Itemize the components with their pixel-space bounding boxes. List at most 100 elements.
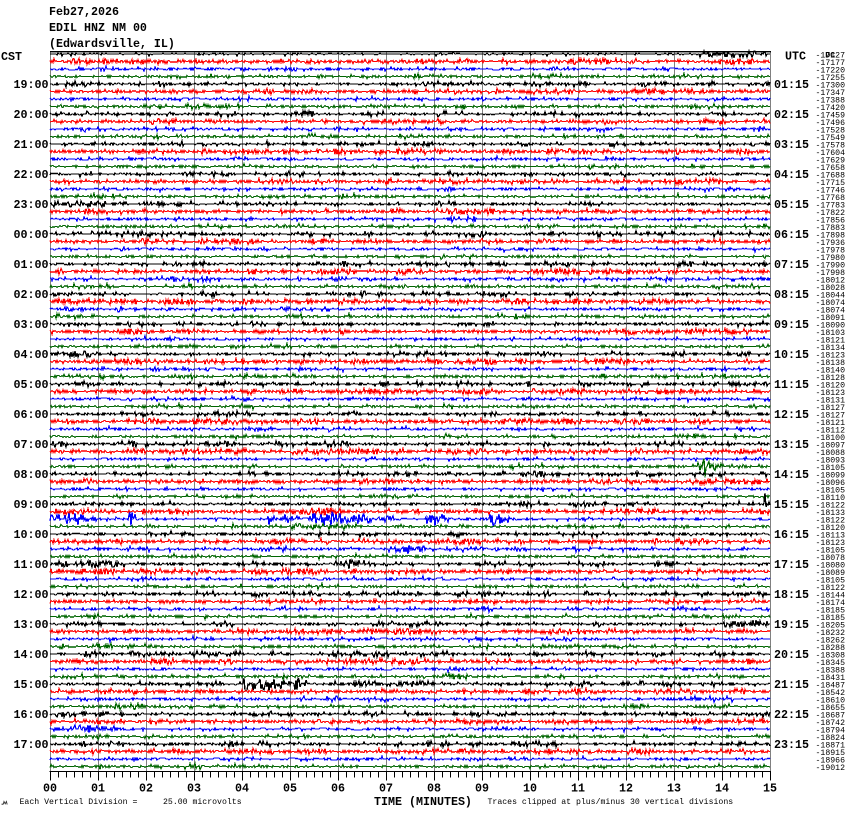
svg-text:-17978: -17978	[816, 246, 846, 255]
svg-text:01:15: 01:15	[774, 78, 809, 92]
svg-text:-18966: -18966	[816, 756, 846, 765]
svg-text:11: 11	[571, 782, 585, 796]
svg-text:-18105: -18105	[816, 546, 846, 555]
svg-text:-19012: -19012	[816, 764, 846, 773]
svg-text:08:00: 08:00	[14, 468, 49, 482]
svg-text:-17980: -17980	[816, 254, 846, 263]
svg-text:-18120: -18120	[816, 524, 846, 533]
svg-text:13: 13	[667, 782, 681, 796]
svg-text:-18091: -18091	[816, 314, 846, 323]
svg-text:-18133: -18133	[816, 509, 846, 518]
svg-text:-18345: -18345	[816, 659, 846, 668]
svg-text:-18431: -18431	[816, 674, 846, 683]
svg-text:16:15: 16:15	[774, 528, 809, 542]
svg-text:-18542: -18542	[816, 689, 846, 698]
svg-text:-18185: -18185	[816, 614, 846, 623]
svg-text:06:00: 06:00	[14, 408, 49, 422]
svg-text:-17127: -17127	[816, 51, 846, 60]
svg-text:-18105: -18105	[816, 464, 846, 473]
svg-text:-18205: -18205	[816, 621, 846, 630]
svg-text:03:00: 03:00	[14, 318, 49, 332]
svg-text:19:15: 19:15	[774, 618, 809, 632]
svg-text:-17255: -17255	[816, 74, 846, 83]
svg-text:-17300: -17300	[816, 81, 846, 90]
svg-text:-17578: -17578	[816, 141, 846, 150]
svg-text:02:15: 02:15	[774, 108, 809, 122]
svg-text:UTC: UTC	[785, 50, 806, 64]
svg-text:TIME (MINUTES): TIME (MINUTES)	[374, 795, 472, 809]
svg-text:04:00: 04:00	[14, 348, 49, 362]
svg-text:11:00: 11:00	[14, 558, 49, 572]
svg-text:-18078: -18078	[816, 554, 846, 563]
svg-text:-17990: -17990	[816, 261, 846, 270]
svg-text:03: 03	[187, 782, 201, 796]
svg-text:-18288: -18288	[816, 644, 846, 653]
svg-text:-18742: -18742	[816, 719, 846, 728]
svg-text:-18174: -18174	[816, 599, 846, 608]
svg-text:14:15: 14:15	[774, 468, 809, 482]
svg-text:06:15: 06:15	[774, 228, 809, 242]
svg-text:-18093: -18093	[816, 456, 846, 465]
svg-text:-17629: -17629	[816, 156, 846, 165]
svg-text:00:00: 00:00	[14, 228, 49, 242]
svg-text:22:15: 22:15	[774, 708, 809, 722]
svg-text:-18122: -18122	[816, 501, 846, 510]
svg-text:09:00: 09:00	[14, 498, 49, 512]
svg-text:-17998: -17998	[816, 269, 846, 278]
svg-text:12:00: 12:00	[14, 588, 49, 602]
svg-text:-18262: -18262	[816, 636, 846, 645]
svg-text:-17688: -17688	[816, 171, 846, 180]
svg-text:-18105: -18105	[816, 576, 846, 585]
svg-text:05: 05	[283, 782, 297, 796]
svg-text:-17388: -17388	[816, 96, 846, 105]
svg-text:-18028: -18028	[816, 284, 846, 293]
svg-text:09: 09	[475, 782, 489, 796]
svg-text:02:00: 02:00	[14, 288, 49, 302]
svg-text:07:15: 07:15	[774, 258, 809, 272]
svg-text:19:00: 19:00	[14, 78, 49, 92]
svg-text:12: 12	[619, 782, 633, 796]
svg-text:07:00: 07:00	[14, 438, 49, 452]
svg-text:-18308: -18308	[816, 651, 846, 660]
svg-text:-17549: -17549	[816, 134, 846, 143]
svg-text:-17528: -17528	[816, 126, 846, 135]
svg-text:14: 14	[715, 782, 729, 796]
svg-text:13:15: 13:15	[774, 438, 809, 452]
svg-text:-18127: -18127	[816, 411, 846, 420]
svg-text:-17347: -17347	[816, 89, 846, 98]
svg-text:-18012: -18012	[816, 276, 846, 285]
svg-text:22:00: 22:00	[14, 168, 49, 182]
svg-text:05:00: 05:00	[14, 378, 49, 392]
svg-text:23:00: 23:00	[14, 198, 49, 212]
svg-text:10:15: 10:15	[774, 348, 809, 362]
svg-text:05:15: 05:15	[774, 198, 809, 212]
svg-text:17:00: 17:00	[14, 738, 49, 752]
svg-text:15:00: 15:00	[14, 678, 49, 692]
svg-text:-18140: -18140	[816, 366, 846, 375]
svg-text:-18121: -18121	[816, 336, 846, 345]
svg-text:-18110: -18110	[816, 494, 846, 503]
svg-text:21:15: 21:15	[774, 678, 809, 692]
svg-text:-18080: -18080	[816, 561, 846, 570]
svg-text:-17746: -17746	[816, 186, 846, 195]
svg-text:03:15: 03:15	[774, 138, 809, 152]
svg-text:21:00: 21:00	[14, 138, 49, 152]
svg-text:-18144: -18144	[816, 591, 846, 600]
svg-text:12:15: 12:15	[774, 408, 809, 422]
svg-text:-18074: -18074	[816, 306, 846, 315]
svg-text:08: 08	[427, 782, 441, 796]
svg-text:-18131: -18131	[816, 396, 846, 405]
svg-text:-17220: -17220	[816, 66, 846, 75]
svg-text:00: 00	[43, 782, 57, 796]
svg-text:Traces clipped at plus/minus 3: Traces clipped at plus/minus 30 vertical…	[488, 797, 734, 807]
svg-text:-18122: -18122	[816, 516, 846, 525]
svg-text:-18123: -18123	[816, 351, 846, 360]
svg-text:-18128: -18128	[816, 374, 846, 383]
svg-text:-18123: -18123	[816, 539, 846, 548]
svg-text:10:00: 10:00	[14, 528, 49, 542]
svg-text:13:00: 13:00	[14, 618, 49, 632]
svg-text:(Edwardsville, IL): (Edwardsville, IL)	[49, 37, 175, 51]
svg-text:-18113: -18113	[816, 531, 846, 540]
svg-text:-18687: -18687	[816, 711, 846, 720]
svg-text:EDIL HNZ NM 00: EDIL HNZ NM 00	[49, 21, 147, 35]
